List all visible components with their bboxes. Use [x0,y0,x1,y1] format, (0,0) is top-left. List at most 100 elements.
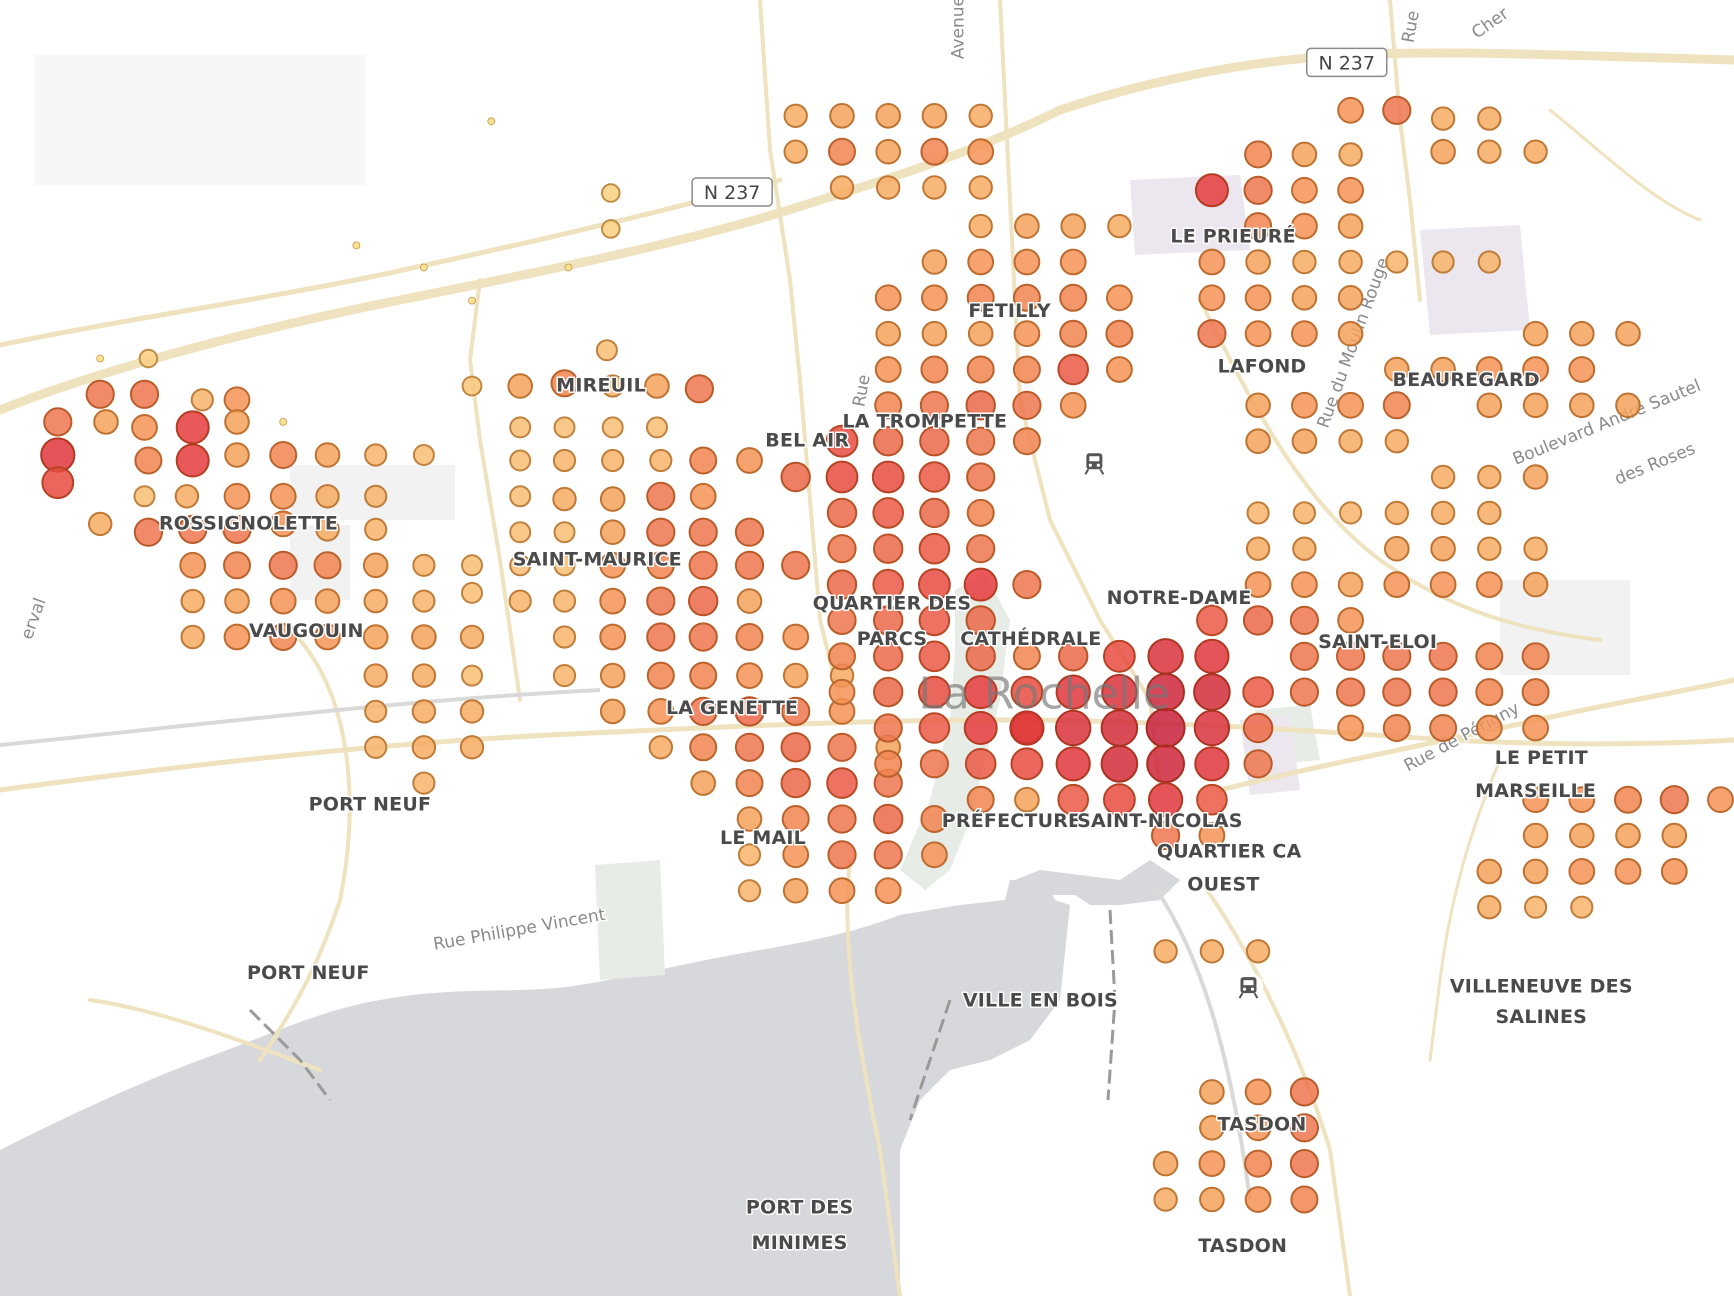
data-point[interactable] [1339,501,1363,525]
data-point[interactable] [644,373,670,399]
data-point[interactable] [874,284,902,312]
data-point[interactable] [688,550,718,580]
data-point[interactable] [362,552,389,579]
data-point[interactable] [966,355,995,384]
data-point[interactable] [1198,248,1226,276]
data-point[interactable] [1569,320,1595,347]
data-point[interactable] [1477,139,1502,164]
data-point[interactable] [313,551,342,580]
data-point[interactable] [1615,320,1641,347]
data-point[interactable] [601,374,625,398]
data-point[interactable] [646,551,675,580]
data-point[interactable] [129,379,160,409]
data-point[interactable] [919,426,950,457]
data-point[interactable] [564,263,573,272]
data-point[interactable] [1568,786,1596,814]
data-point[interactable] [1661,822,1688,849]
data-point[interactable] [1568,356,1596,383]
data-point[interactable] [1475,571,1503,598]
data-point[interactable] [509,485,532,508]
data-point[interactable] [1289,1113,1320,1143]
data-point[interactable] [1337,714,1364,742]
data-point[interactable] [1057,783,1089,816]
data-point[interactable] [1384,500,1410,526]
data-point[interactable] [968,175,993,200]
data-point[interactable] [1153,1187,1178,1212]
data-point[interactable] [509,521,532,544]
data-point[interactable] [919,497,950,529]
data-point[interactable] [1198,1150,1226,1177]
data-point[interactable] [918,604,951,637]
data-point[interactable] [1382,95,1412,125]
data-point[interactable] [364,699,388,724]
data-point[interactable] [782,662,809,689]
data-point[interactable] [553,521,576,544]
data-point[interactable] [1336,641,1366,671]
data-point[interactable] [828,137,856,166]
data-point[interactable] [734,696,765,727]
data-point[interactable] [96,354,105,363]
data-point[interactable] [921,841,948,869]
data-point[interactable] [966,785,995,814]
data-point[interactable] [599,551,627,579]
data-point[interactable] [873,426,904,457]
data-point[interactable] [1057,353,1089,386]
data-point[interactable] [1382,641,1412,671]
data-point[interactable] [1337,320,1364,347]
data-point[interactable] [873,676,904,708]
data-point[interactable] [1522,822,1549,849]
data-point[interactable] [1193,673,1231,711]
data-point[interactable] [646,622,676,652]
data-point[interactable] [1245,939,1271,964]
data-point[interactable] [647,698,675,725]
data-point[interactable] [1009,710,1045,746]
data-point[interactable] [1338,142,1363,167]
data-point[interactable] [1152,1150,1179,1177]
data-point[interactable] [1337,391,1364,419]
data-point[interactable] [1245,249,1271,275]
data-point[interactable] [269,623,298,651]
data-point[interactable] [1244,571,1272,598]
data-point[interactable] [269,441,298,469]
data-point[interactable] [689,482,717,510]
data-point[interactable] [689,661,718,690]
data-point[interactable] [648,735,673,760]
data-point[interactable] [688,622,718,652]
data-point[interactable] [918,712,951,744]
data-point[interactable] [509,449,532,472]
data-point[interactable] [1477,895,1502,920]
data-point[interactable] [736,588,763,614]
data-point[interactable] [352,241,361,250]
data-point[interactable] [734,550,765,580]
data-point[interactable] [1289,1077,1320,1107]
data-point[interactable] [872,568,905,601]
data-point[interactable] [134,446,163,475]
data-point[interactable] [875,138,902,165]
data-point[interactable] [1429,571,1457,598]
data-point[interactable] [459,735,485,760]
data-point[interactable] [1105,319,1134,348]
data-point[interactable] [552,448,577,473]
data-point[interactable] [269,510,297,538]
data-point[interactable] [1660,858,1688,885]
data-point[interactable] [734,732,765,762]
data-point[interactable] [1289,641,1320,671]
data-point[interactable] [1337,176,1364,204]
data-point[interactable] [268,550,298,580]
data-point[interactable] [599,698,626,725]
data-point[interactable] [783,139,808,164]
data-point[interactable] [966,283,995,312]
data-point[interactable] [552,664,577,688]
data-point[interactable] [1245,392,1271,419]
data-point[interactable] [1568,858,1596,885]
data-point[interactable] [1148,782,1184,818]
data-point[interactable] [688,585,719,617]
data-point[interactable] [269,587,297,615]
data-point[interactable] [1199,1115,1225,1141]
data-point[interactable] [1522,320,1549,347]
data-point[interactable] [222,514,252,545]
data-point[interactable] [646,586,676,616]
data-point[interactable] [1103,783,1136,817]
data-point[interactable] [1012,570,1042,600]
data-point[interactable] [364,517,388,542]
